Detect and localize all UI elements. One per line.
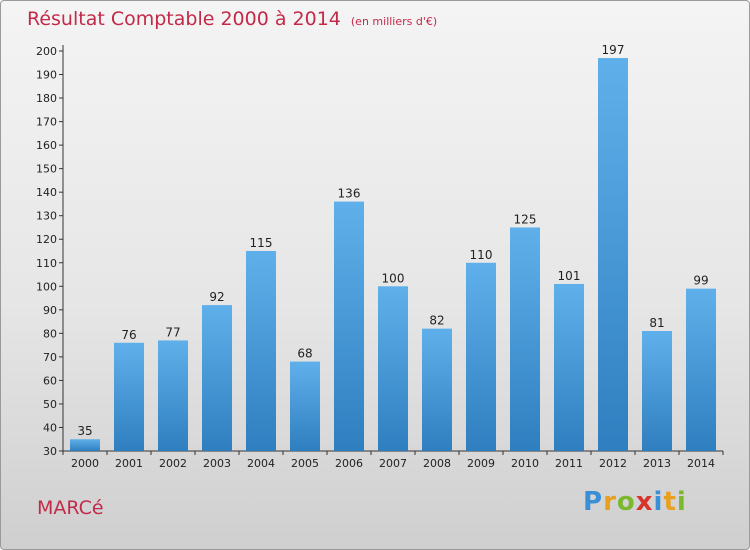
x-tick-label: 2005 [291, 457, 319, 470]
y-tick-label: 160 [36, 139, 57, 152]
x-tick-label: 2011 [555, 457, 583, 470]
y-tick-label: 80 [43, 327, 57, 340]
bar [246, 251, 276, 451]
x-tick-label: 2006 [335, 457, 363, 470]
bar-value-label: 125 [514, 212, 537, 226]
y-tick-label: 190 [36, 69, 57, 82]
y-tick-label: 30 [43, 445, 57, 458]
bar [466, 262, 496, 451]
bar-value-label: 81 [649, 316, 664, 330]
bar-value-label: 35 [77, 424, 92, 438]
bar [202, 305, 232, 451]
bar-value-label: 68 [297, 347, 312, 361]
x-tick-label: 2003 [203, 457, 231, 470]
x-tick-label: 2002 [159, 457, 187, 470]
y-tick-label: 110 [36, 257, 57, 270]
y-tick-label: 150 [36, 163, 57, 176]
bar-value-label: 99 [693, 274, 708, 288]
bar [334, 201, 364, 451]
x-tick-label: 2001 [115, 457, 143, 470]
bar [598, 58, 628, 451]
x-tick-label: 2004 [247, 457, 275, 470]
y-tick-label: 100 [36, 280, 57, 293]
x-tick-label: 2008 [423, 457, 451, 470]
bar-value-label: 92 [209, 290, 224, 304]
y-tick-label: 40 [43, 421, 57, 434]
bar [70, 439, 100, 451]
y-tick-label: 140 [36, 186, 57, 199]
bar-value-label: 136 [338, 187, 361, 201]
bar [114, 342, 144, 451]
bar [642, 331, 672, 451]
y-tick-label: 70 [43, 351, 57, 364]
bar-value-label: 197 [602, 43, 625, 57]
x-tick-label: 2009 [467, 457, 495, 470]
y-tick-label: 50 [43, 398, 57, 411]
x-tick-label: 2014 [687, 457, 715, 470]
y-tick-label: 170 [36, 116, 57, 129]
chart-title-main: Résultat Comptable 2000 à 2014 [27, 8, 341, 30]
bar-value-label: 100 [382, 271, 405, 285]
y-tick-label: 180 [36, 92, 57, 105]
y-tick-label: 90 [43, 304, 57, 317]
bar [158, 340, 188, 451]
x-tick-label: 2007 [379, 457, 407, 470]
x-tick-label: 2013 [643, 457, 671, 470]
y-tick-label: 200 [36, 45, 57, 58]
y-tick-label: 60 [43, 374, 57, 387]
bar [510, 227, 540, 451]
bar-value-label: 82 [429, 314, 444, 328]
bar [422, 328, 452, 451]
x-tick-label: 2010 [511, 457, 539, 470]
bar-value-label: 101 [558, 269, 581, 283]
bar [686, 288, 716, 451]
proxiti-logo: Proxiti [583, 487, 687, 517]
chart-title-unit: (en milliers d'€) [350, 15, 438, 28]
town-name: MARCé [37, 497, 104, 519]
bar-value-label: 77 [165, 325, 180, 339]
chart-title: Résultat Comptable 2000 à 2014 (en millie… [27, 8, 437, 30]
x-tick-label: 2000 [71, 457, 99, 470]
bar [378, 286, 408, 451]
bar-value-label: 110 [470, 248, 493, 262]
bar [554, 283, 584, 451]
bar-value-label: 115 [250, 236, 273, 250]
bar-value-label: 76 [121, 328, 136, 342]
y-tick-label: 120 [36, 233, 57, 246]
y-tick-label: 130 [36, 210, 57, 223]
x-tick-label: 2012 [599, 457, 627, 470]
bar [290, 361, 320, 451]
